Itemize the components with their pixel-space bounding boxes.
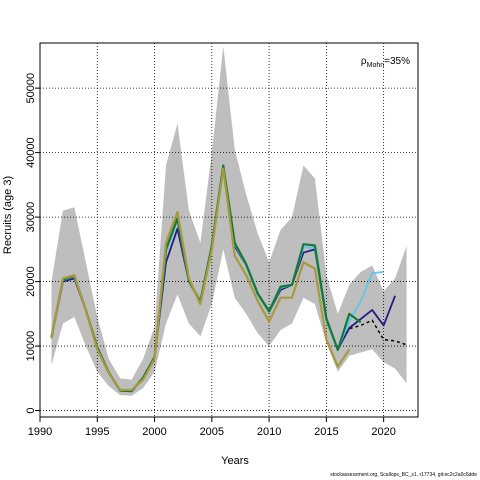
plot-frame (39, 42, 419, 418)
series-layer (50, 164, 407, 393)
annotation-prefix: ρ (361, 56, 367, 67)
y-tick-label: 10000 (25, 331, 37, 362)
y-tick-label: 50000 (25, 73, 37, 104)
series-line-1 (337, 319, 407, 350)
footer-source-text: stockassessment.org, Scallops_BC_s1, r17… (330, 472, 477, 478)
x-tick-label: 2010 (257, 426, 281, 438)
annotation-suffix: =35% (384, 56, 410, 67)
x-axis-label: Years (221, 455, 249, 467)
x-tick-label: 2000 (142, 426, 166, 438)
y-tick-label: 0 (25, 407, 37, 413)
annotation-subscript: Mohn (367, 62, 385, 69)
y-tick-label: 20000 (25, 266, 37, 297)
axis-layer: 1990 1995 2000 2005 2010 2015 2020 0 10000 20000 3… (25, 73, 396, 438)
mohn-rho-annotation: ρMohn=35% (361, 56, 410, 69)
x-tick-label: 1990 (28, 426, 52, 438)
x-tick-label: 2020 (371, 426, 395, 438)
y-tick-label: 30000 (25, 202, 37, 233)
x-tick-label: 2015 (314, 426, 338, 438)
y-axis-label: Recruits (age 3) (2, 176, 14, 254)
confidence-band-layer (51, 46, 407, 396)
y-tick-label: 40000 (25, 137, 37, 168)
x-tick-label: 1995 (85, 426, 109, 438)
confidence-band (51, 46, 407, 396)
x-tick-label: 2005 (200, 426, 224, 438)
grid-layer (39, 43, 418, 417)
series-line-5 (50, 167, 351, 392)
